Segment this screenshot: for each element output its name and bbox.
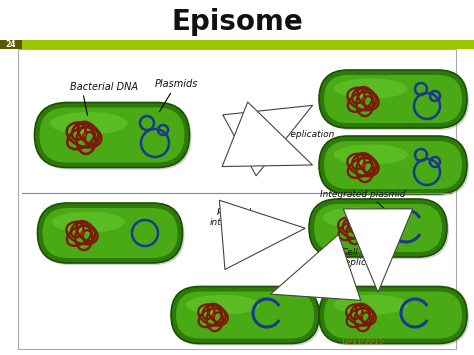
Ellipse shape bbox=[52, 212, 125, 233]
Text: 12/11/2015: 12/11/2015 bbox=[340, 337, 383, 346]
Ellipse shape bbox=[351, 226, 355, 230]
Text: Episome: Episome bbox=[171, 8, 303, 36]
Text: Plasmid
integration: Plasmid integration bbox=[209, 208, 259, 227]
FancyBboxPatch shape bbox=[321, 72, 469, 130]
FancyBboxPatch shape bbox=[176, 291, 314, 339]
Text: Integrated plasmid: Integrated plasmid bbox=[320, 190, 405, 199]
FancyBboxPatch shape bbox=[39, 205, 184, 265]
FancyBboxPatch shape bbox=[314, 204, 442, 252]
FancyBboxPatch shape bbox=[37, 203, 182, 263]
FancyBboxPatch shape bbox=[311, 201, 449, 259]
Ellipse shape bbox=[323, 207, 392, 228]
Bar bbox=[22, 40, 474, 49]
Ellipse shape bbox=[361, 163, 365, 167]
FancyBboxPatch shape bbox=[319, 136, 467, 194]
Ellipse shape bbox=[361, 97, 365, 101]
FancyBboxPatch shape bbox=[35, 103, 190, 168]
FancyBboxPatch shape bbox=[324, 141, 462, 189]
FancyBboxPatch shape bbox=[39, 108, 184, 163]
Ellipse shape bbox=[334, 144, 408, 165]
Ellipse shape bbox=[359, 313, 363, 317]
Bar bbox=[0, 40, 22, 49]
FancyBboxPatch shape bbox=[309, 199, 447, 257]
FancyBboxPatch shape bbox=[321, 138, 469, 196]
Ellipse shape bbox=[82, 133, 86, 137]
FancyBboxPatch shape bbox=[171, 286, 319, 344]
Text: 24: 24 bbox=[6, 40, 16, 49]
FancyBboxPatch shape bbox=[319, 286, 467, 344]
Text: Bacterial DNA: Bacterial DNA bbox=[70, 82, 138, 92]
Ellipse shape bbox=[334, 78, 408, 99]
FancyBboxPatch shape bbox=[321, 289, 469, 345]
Ellipse shape bbox=[186, 295, 260, 315]
Text: Cell
replication: Cell replication bbox=[342, 247, 390, 267]
FancyBboxPatch shape bbox=[319, 70, 467, 128]
Text: Plasmids: Plasmids bbox=[155, 79, 199, 89]
FancyBboxPatch shape bbox=[173, 289, 321, 345]
Ellipse shape bbox=[334, 295, 408, 315]
Text: Cell replication: Cell replication bbox=[267, 130, 334, 139]
FancyBboxPatch shape bbox=[43, 208, 177, 258]
FancyBboxPatch shape bbox=[324, 75, 462, 123]
FancyBboxPatch shape bbox=[36, 104, 191, 169]
Ellipse shape bbox=[211, 313, 215, 317]
Ellipse shape bbox=[50, 112, 128, 135]
Bar bbox=[18, 49, 456, 349]
Ellipse shape bbox=[80, 231, 84, 235]
FancyBboxPatch shape bbox=[324, 291, 462, 339]
